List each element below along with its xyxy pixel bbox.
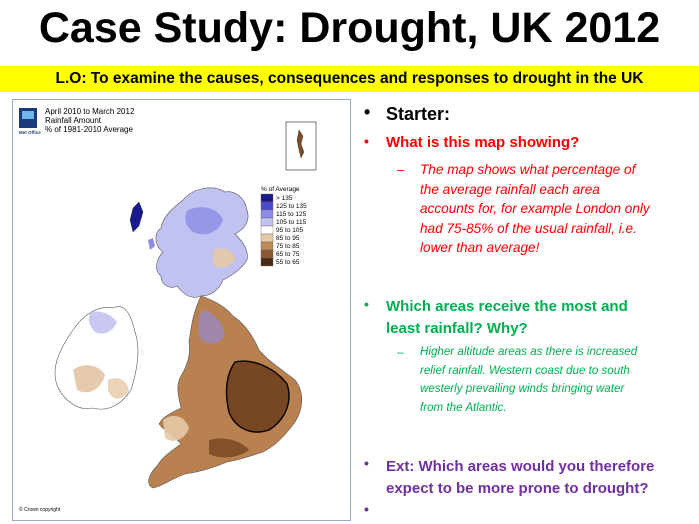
legend-label: 65 to 75 <box>276 251 300 258</box>
legend-label: 115 to 125 <box>276 211 307 218</box>
met-office-logo: Met Office <box>19 108 41 135</box>
answer-1-line: accounts for, for example London only <box>420 201 650 216</box>
question-1: What is this map showing? <box>386 134 580 151</box>
answer-2: Higher altitude areas as there is increa… <box>420 343 637 417</box>
legend-swatch <box>260 241 274 251</box>
question-2-line: least rainfall? Why? <box>386 320 528 337</box>
extension-line: Ext: Which areas would you therefore <box>386 458 655 475</box>
legend-swatch <box>260 193 274 203</box>
legend-label: 75 to 85 <box>276 243 300 250</box>
shetland-inset-box <box>285 121 317 171</box>
map-caption-1: April 2010 to March 2012 <box>45 107 135 116</box>
answer-1: The map shows what percentage of the ave… <box>420 160 650 258</box>
logo-text: Met Office <box>19 130 41 135</box>
answer-1-line: The map shows what percentage of <box>420 162 636 177</box>
answer-2-line: from the Atlantic. <box>420 400 507 414</box>
legend-label: 105 to 115 <box>276 219 307 226</box>
shetland-islands <box>296 129 305 159</box>
legend-swatch <box>260 257 274 267</box>
answer-2-line: westerly prevailing winds bringing water <box>420 382 625 395</box>
slide-title: Case Study: Drought, UK 2012 <box>38 4 661 52</box>
answer-2-line: Higher altitude areas as there is increa… <box>420 345 638 358</box>
legend-swatch <box>260 217 274 227</box>
sub-bullet-dash: – <box>397 162 405 177</box>
starter-heading: Starter: <box>386 104 451 124</box>
answer-1-line: the average rainfall each area <box>420 181 600 197</box>
map-graphic: Met Office April 2010 to March 2012 Rain… <box>19 107 317 513</box>
scotland-landmass <box>155 187 249 298</box>
legend-swatch <box>260 249 274 259</box>
map-caption-3: % of 1981-2010 Average <box>45 125 133 134</box>
legend-label: 55 to 65 <box>276 259 300 266</box>
bullet-dot: • <box>364 455 369 471</box>
legend-label: 85 to 95 <box>276 235 300 242</box>
bullet-dot: • <box>364 133 369 149</box>
extension-line: expect to be more prone to drought? <box>386 480 649 497</box>
england-wales-landmass <box>148 295 303 489</box>
rainfall-map: Met Office April 2010 to March 2012 Rain… <box>12 99 351 521</box>
answer-1-line: had 75-85% of the usual rainfall, i.e. <box>420 220 637 236</box>
learning-objective-banner: L.O: To examine the causes, consequences… <box>0 66 699 92</box>
legend-label: > 135 <box>276 195 293 202</box>
question-2: Which areas receive the most and least r… <box>386 296 628 340</box>
legend-label: 95 to 105 <box>276 227 303 234</box>
extension-question: Ext: Which areas would you therefore exp… <box>386 456 654 500</box>
legend-swatch <box>260 201 274 211</box>
legend-label: 125 to 135 <box>276 203 307 210</box>
legend-swatch <box>260 233 274 243</box>
legend-title: % of Average <box>261 186 300 193</box>
map-legend: % of Average > 135 125 to 135 115 to 125… <box>260 186 307 267</box>
bullet-dot: • <box>364 102 371 122</box>
question-2-line: Which areas receive the most and <box>386 298 628 315</box>
legend-swatch <box>260 225 274 235</box>
legend-swatch <box>260 209 274 219</box>
sub-bullet-dash: – <box>397 345 404 359</box>
bullet-dot: • <box>364 501 369 517</box>
bullet-dot: • <box>364 296 369 312</box>
western-isles <box>129 201 144 233</box>
map-caption-2: Rainfall Amount <box>45 116 102 125</box>
answer-1-line: lower than average! <box>420 240 540 255</box>
copyright-text: © Crown copyright <box>19 506 61 513</box>
answer-2-line: relief rainfall. Western coast due to so… <box>420 363 630 377</box>
